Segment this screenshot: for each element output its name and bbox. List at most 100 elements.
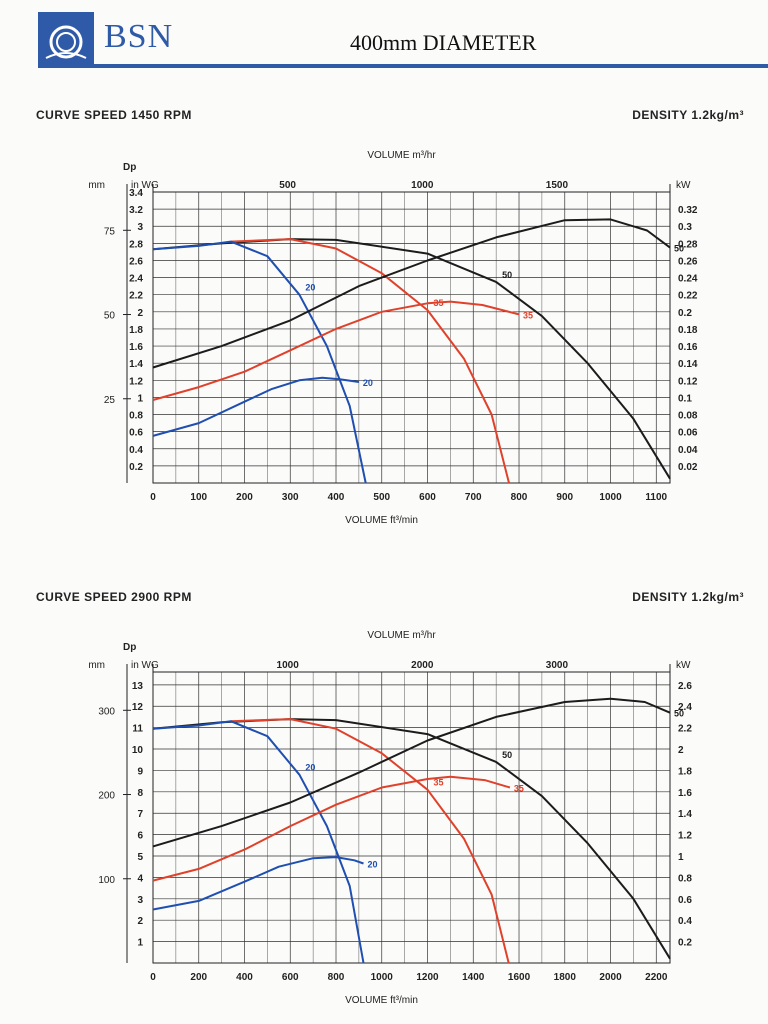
kw-tick-label: 1.6 <box>678 788 692 799</box>
y-tick-label: 1.8 <box>129 325 143 336</box>
bsn-logo <box>38 12 94 68</box>
y-tick-label: 3.4 <box>129 188 143 199</box>
y-tick-label: 0.8 <box>129 411 143 422</box>
y-tick-label: 2.6 <box>129 256 143 267</box>
series-line-power-20 <box>152 376 360 437</box>
kw-tick-label: 0.26 <box>678 256 698 267</box>
x-tick-label: 900 <box>556 492 573 503</box>
x-tick-label: 600 <box>419 492 436 503</box>
header-rule <box>94 64 768 68</box>
kw-tick-label: 0.6 <box>678 895 692 906</box>
kw-tick-label: 0.14 <box>678 359 698 370</box>
brand-name: BSN <box>104 18 174 55</box>
x-tick-label: 400 <box>236 972 253 983</box>
series-line-power-50 <box>152 218 671 369</box>
kw-tick-label: 0.32 <box>678 205 698 216</box>
kw-tick-label: 0.22 <box>678 291 698 302</box>
x-tick-label: 1400 <box>462 972 485 983</box>
kw-tick-label: 0.28 <box>678 239 698 250</box>
y-tick-label: 1 <box>137 938 143 949</box>
mm-tick-label: 100 <box>98 875 115 886</box>
series-line-pressure-20 <box>152 720 365 964</box>
kw-tick-label: 0.08 <box>678 411 698 422</box>
kw-tick-label: 0.06 <box>678 428 698 439</box>
in-wg-label: in WG <box>131 180 159 191</box>
x-tick-label: 1000 <box>371 972 394 983</box>
x-tick-label: 100 <box>190 492 207 503</box>
kw-tick-label: 0.16 <box>678 342 698 353</box>
x-tick-label: 0 <box>150 972 156 983</box>
kw-axis-label: kW <box>676 660 691 671</box>
logo-emblem-icon <box>45 25 87 59</box>
series-line-power-50 <box>152 697 671 848</box>
x-tick-label: 500 <box>373 492 390 503</box>
y-tick-label: 3.2 <box>129 205 143 216</box>
series-label-power-35: 35 <box>514 784 524 794</box>
top-axis-tick-label: 1000 <box>277 660 300 671</box>
series-label-power-50: 50 <box>674 244 684 254</box>
kw-tick-label: 1 <box>678 852 684 863</box>
top-axis-label: VOLUME m³/hr <box>367 630 436 641</box>
x-axis-label: VOLUME ft³/min <box>345 995 418 1006</box>
series-line-pressure-35 <box>230 238 510 484</box>
x-tick-label: 1000 <box>599 492 622 503</box>
kw-tick-label: 0.18 <box>678 325 698 336</box>
y-tick-label: 1.2 <box>129 376 143 387</box>
y-tick-label: 2.8 <box>129 239 143 250</box>
y-tick-label: 7 <box>137 809 143 820</box>
x-tick-label: 800 <box>328 972 345 983</box>
y-tick-label: 13 <box>132 681 144 692</box>
x-tick-label: 0 <box>150 492 156 503</box>
fan-curve-chart-2900rpm: 0 200 400 600 800 1000 1200 1400 1600 1800 2000 220… <box>88 630 692 1006</box>
top-axis-tick-label: 1000 <box>411 180 434 191</box>
x-tick-label: 300 <box>282 492 299 503</box>
speed-caption-1: CURVE SPEED 1450 RPM <box>36 108 192 122</box>
kw-tick-label: 0.24 <box>678 274 698 285</box>
kw-axis-label: kW <box>676 180 691 191</box>
kw-tick-label: 2.6 <box>678 681 692 692</box>
page-title: 400mm DIAMETER <box>350 30 537 55</box>
dp-label: Dp <box>123 642 136 653</box>
plot-frame <box>152 191 671 484</box>
plot-frame <box>152 671 671 964</box>
top-axis-label: VOLUME m³/hr <box>367 150 436 161</box>
y-tick-label: 10 <box>132 745 144 756</box>
x-tick-label: 2200 <box>645 972 668 983</box>
series-line-power-35 <box>152 300 520 401</box>
series-line-pressure-50 <box>152 718 671 960</box>
x-tick-label: 1800 <box>554 972 577 983</box>
y-tick-label: 2 <box>137 916 143 927</box>
kw-tick-label: 1.8 <box>678 766 692 777</box>
mm-tick-label: 75 <box>104 226 116 237</box>
top-axis-tick-label: 500 <box>279 180 296 191</box>
kw-tick-label: 2 <box>678 745 684 756</box>
kw-tick-label: 0.12 <box>678 376 698 387</box>
series-label-pressure-50: 50 <box>502 270 512 280</box>
series-line-pressure-20 <box>152 240 367 484</box>
x-tick-label: 200 <box>190 972 207 983</box>
kw-tick-label: 0.2 <box>678 938 692 949</box>
page-header: BSN 400mm DIAMETER <box>0 0 768 70</box>
series-line-power-20 <box>152 856 364 911</box>
kw-tick-label: 0.3 <box>678 222 692 233</box>
y-tick-label: 8 <box>137 788 143 799</box>
series-label-pressure-20: 20 <box>305 283 315 293</box>
y-tick-label: 3 <box>137 895 143 906</box>
top-axis-tick-label: 3000 <box>546 660 569 671</box>
y-tick-label: 0.4 <box>129 445 143 456</box>
top-axis-tick-label: 2000 <box>411 660 434 671</box>
y-tick-label: 11 <box>132 724 143 735</box>
series-label-power-50: 50 <box>674 709 684 719</box>
mm-tick-label: 50 <box>104 311 116 322</box>
series-label-power-20: 20 <box>367 860 377 870</box>
kw-tick-label: 1.4 <box>678 809 692 820</box>
x-tick-label: 1200 <box>416 972 439 983</box>
density-caption-1: DENSITY 1.2kg/m³ <box>632 108 744 122</box>
kw-tick-label: 0.8 <box>678 873 692 884</box>
top-axis-tick-label: 1500 <box>546 180 569 191</box>
x-tick-label: 2000 <box>599 972 622 983</box>
series-label-pressure-50: 50 <box>502 750 512 760</box>
y-tick-label: 1 <box>137 393 143 404</box>
kw-tick-label: 0.02 <box>678 462 698 473</box>
x-tick-label: 1600 <box>508 972 531 983</box>
